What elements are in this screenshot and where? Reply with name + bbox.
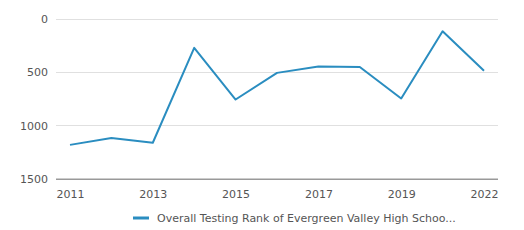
y-tick: 0: [41, 13, 56, 26]
plot-area: [70, 31, 484, 145]
x-axis-line: [56, 179, 498, 180]
legend: Overall Testing Rank of Evergreen Valley…: [133, 212, 456, 225]
y-tick-label: 500: [27, 66, 48, 79]
line: [70, 31, 484, 145]
grid-line: [56, 19, 498, 20]
x-tick: 2017: [305, 179, 333, 201]
chart: 0 500 1000 1500 2011 2013 2015 2017 2019 2022 Over…: [0, 0, 524, 230]
grid: [56, 19, 498, 179]
y-axis-line: [56, 20, 57, 180]
y-tick: 1000: [20, 120, 56, 133]
x-tick-label: 2011: [57, 188, 85, 201]
x-tick: 2019: [388, 179, 416, 201]
grid-line: [56, 179, 498, 180]
y-tick-label: 0: [41, 13, 48, 26]
y-axis: 0 500 1000 1500: [20, 13, 57, 186]
y-tick-label: 1500: [20, 173, 48, 186]
x-tick: 2013: [139, 179, 167, 201]
y-tick: 1500: [20, 173, 56, 186]
y-tick: 500: [27, 66, 56, 79]
x-axis: 2011 2013 2015 2017 2019 2022: [56, 179, 499, 201]
x-tick-label: 2022: [471, 188, 499, 201]
x-tick-label: 2019: [388, 188, 416, 201]
x-tick-label: 2017: [305, 188, 333, 201]
x-tick: 2022: [471, 179, 499, 201]
x-tick-label: 2015: [222, 188, 250, 201]
legend-swatch: [133, 217, 149, 220]
x-tick: 2015: [222, 179, 250, 201]
grid-line: [56, 125, 498, 126]
y-tick-label: 1000: [20, 120, 48, 133]
x-tick: 2011: [57, 179, 85, 201]
legend-label: Overall Testing Rank of Evergreen Valley…: [157, 212, 456, 225]
x-tick-label: 2013: [139, 188, 167, 201]
